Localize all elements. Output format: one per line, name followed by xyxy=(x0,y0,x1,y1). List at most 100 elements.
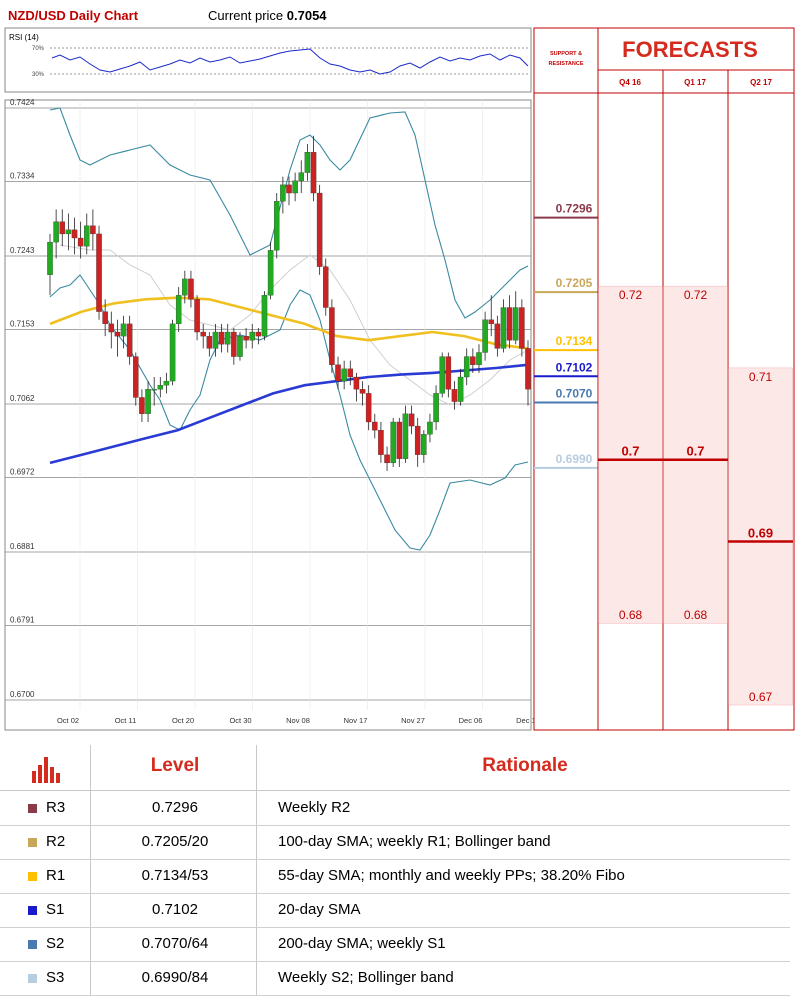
candle xyxy=(280,176,286,214)
chart-title: NZD/USD Daily Chart xyxy=(8,8,139,23)
candle xyxy=(108,311,115,349)
candle xyxy=(512,291,519,345)
candle xyxy=(414,417,421,467)
candle-body xyxy=(310,152,317,194)
candle-body xyxy=(139,397,145,414)
rationale-column-header: Rationale xyxy=(482,755,568,776)
candle xyxy=(500,299,507,353)
candle-body xyxy=(175,295,182,325)
candle-body xyxy=(525,348,531,390)
candle xyxy=(53,209,59,259)
candle xyxy=(224,323,231,353)
candle xyxy=(304,143,311,181)
candle-body xyxy=(102,311,108,325)
y-tick-label: 0.6881 xyxy=(10,542,35,551)
candle-body xyxy=(108,323,115,333)
candle xyxy=(421,430,427,463)
candle xyxy=(237,332,243,361)
level-label: R2 xyxy=(46,833,66,850)
candle-body xyxy=(84,225,90,247)
candle xyxy=(90,209,96,251)
candle xyxy=(65,213,72,251)
forecast-col-q1-17: Q1 17 xyxy=(684,78,706,87)
level-color-swatch xyxy=(28,838,37,847)
y-tick-label: 0.6700 xyxy=(10,690,35,699)
candle-body xyxy=(470,356,476,365)
level-rationale: Weekly R2 xyxy=(278,799,351,816)
forecast-mid: 0.69 xyxy=(748,525,773,540)
y-tick-label: 0.7424 xyxy=(10,98,35,107)
candle xyxy=(402,405,409,463)
candle xyxy=(267,242,274,300)
forecast-high: 0.71 xyxy=(749,370,773,384)
level-rationale: 20-day SMA xyxy=(278,901,361,918)
candle xyxy=(163,372,170,394)
rsi-level-30: 30% xyxy=(32,72,45,78)
candle-body xyxy=(408,413,415,427)
level-rationale: 100-day SMA; weekly R1; Bollinger band xyxy=(278,833,551,850)
y-tick-label: 0.6791 xyxy=(10,616,35,625)
forecast-range xyxy=(728,367,793,706)
level-color-swatch xyxy=(28,906,37,915)
candle-body xyxy=(506,307,513,341)
candle-body xyxy=(151,389,157,391)
rsi-label: RSI (14) xyxy=(9,33,39,42)
bollinger-lower xyxy=(49,274,529,551)
candle xyxy=(384,446,390,472)
candle-body xyxy=(451,389,458,402)
candle xyxy=(157,377,164,398)
candle-body xyxy=(280,184,286,202)
candle xyxy=(365,385,372,431)
level-value: 0.7070/64 xyxy=(141,935,209,952)
sr-level-value: 0.7296 xyxy=(556,202,593,216)
candle-body xyxy=(182,278,188,296)
current-price-label: Current price xyxy=(208,8,284,23)
candle xyxy=(482,311,488,361)
candle xyxy=(316,184,323,275)
candle-body xyxy=(396,421,403,459)
candle xyxy=(310,135,317,202)
candle-body xyxy=(77,237,84,247)
candle xyxy=(84,213,90,255)
candle-body xyxy=(249,331,255,341)
candle-body xyxy=(372,421,378,431)
rsi-level-70: 70% xyxy=(32,46,45,52)
x-tick-label: Oct 30 xyxy=(229,716,251,725)
level-color-swatch xyxy=(28,804,37,813)
candle-body xyxy=(341,368,347,382)
candle-body xyxy=(243,335,249,341)
candle-body xyxy=(218,331,225,345)
candle-body xyxy=(231,331,237,357)
level-value: 0.7102 xyxy=(152,901,198,918)
sr-level-s1: 0.7102 xyxy=(534,360,598,378)
forecast-high: 0.72 xyxy=(619,288,643,302)
candle xyxy=(341,360,347,390)
candle xyxy=(335,356,341,390)
forecast-q2-17: 0.71 0.69 0.67 xyxy=(728,367,793,706)
candle-body xyxy=(133,356,139,398)
candle xyxy=(47,233,53,296)
candle xyxy=(457,368,464,406)
candle-body xyxy=(488,319,494,325)
candle-body xyxy=(273,201,280,251)
candle-body xyxy=(126,323,133,357)
candle xyxy=(408,405,415,435)
candle xyxy=(359,381,366,406)
candle xyxy=(206,332,213,357)
candle xyxy=(102,299,108,337)
candle-body xyxy=(402,413,409,459)
candle-body xyxy=(286,184,292,194)
table-row: S2 0.7070/64 200-day SMA; weekly S1 xyxy=(0,927,790,962)
candle xyxy=(298,160,305,194)
candle-body xyxy=(90,225,96,235)
sr-level-value: 0.7205 xyxy=(556,276,593,290)
candle-body xyxy=(212,331,219,349)
candle-body xyxy=(145,389,151,414)
candle xyxy=(372,413,378,439)
bollinger-upper xyxy=(49,107,529,319)
x-tick-label: Nov 17 xyxy=(344,716,368,725)
candle xyxy=(194,295,200,341)
candle-body xyxy=(71,229,78,239)
forecast-high: 0.72 xyxy=(684,288,708,302)
candle-body xyxy=(457,376,464,402)
